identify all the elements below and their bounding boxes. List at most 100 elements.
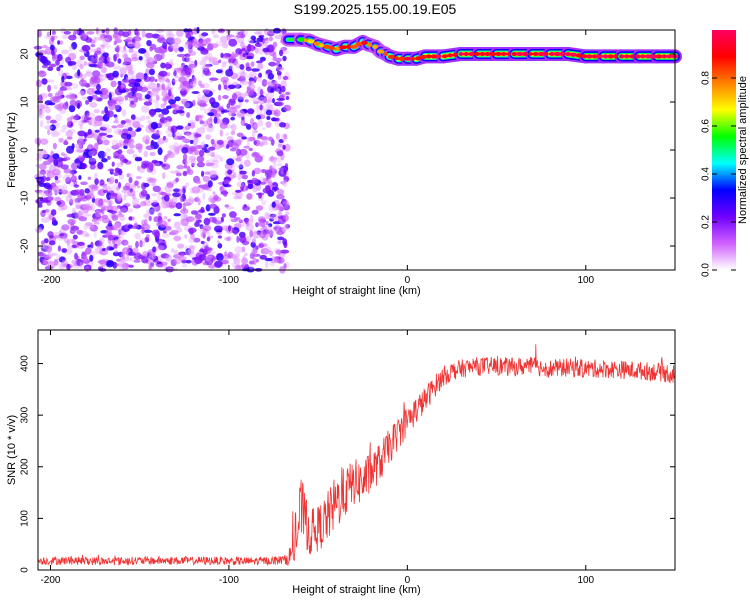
noise-speck <box>78 91 87 95</box>
noise-speck <box>106 110 114 117</box>
y-tick-label: 20 <box>20 48 31 60</box>
y-tick-label: -10 <box>20 190 31 205</box>
ridge-bead <box>388 55 395 59</box>
noise-speck <box>209 204 217 209</box>
noise-speck <box>134 180 139 186</box>
noise-speck <box>159 71 168 77</box>
noise-speck <box>143 151 148 158</box>
noise-speck <box>122 54 129 59</box>
noise-speck <box>273 42 278 48</box>
noise-speck <box>113 244 117 249</box>
ridge-bead <box>668 54 671 58</box>
noise-speck <box>140 115 145 121</box>
ridge-bead <box>304 38 308 42</box>
noise-speck <box>162 83 166 90</box>
noise-speck <box>77 242 85 246</box>
colorbar-tick-label: 0.6 <box>701 119 712 133</box>
noise-speck <box>285 211 289 215</box>
noise-speck <box>214 154 222 159</box>
noise-speck <box>204 56 208 60</box>
noise-speck <box>145 116 150 120</box>
noise-speck <box>82 74 87 79</box>
noise-speck <box>224 251 227 256</box>
noise-speck <box>194 132 199 138</box>
noise-speck <box>208 180 213 187</box>
ridge-bead <box>580 54 587 58</box>
noise-speck <box>225 226 228 233</box>
noise-speck <box>64 82 72 87</box>
noise-speck <box>38 71 47 78</box>
noise-speck <box>134 82 141 87</box>
ridge-bead <box>587 54 592 58</box>
noise-speck <box>199 150 204 157</box>
noise-speck <box>85 247 91 254</box>
noise-speck <box>259 231 266 239</box>
noise-speck <box>246 236 251 242</box>
noise-speck <box>127 73 135 77</box>
noise-speck <box>236 165 244 168</box>
noise-speck <box>47 170 51 174</box>
noise-speck <box>82 255 86 262</box>
noise-speck <box>283 105 291 112</box>
noise-speck <box>266 100 273 103</box>
noise-speck <box>190 81 197 87</box>
noise-speck <box>282 201 289 206</box>
noise-speck <box>121 50 127 54</box>
noise-speck <box>72 245 78 248</box>
noise-speck <box>200 120 205 124</box>
colorbar-tick-label: 0.8 <box>701 71 712 85</box>
noise-speck <box>179 189 184 195</box>
noise-speck <box>63 102 69 109</box>
noise-speck <box>144 230 153 233</box>
noise-speck <box>178 164 182 169</box>
y-tick-label: 300 <box>20 406 31 423</box>
snr-series-line <box>38 344 675 566</box>
noise-speck <box>198 198 201 205</box>
noise-speck <box>258 73 262 78</box>
noise-speck <box>86 31 94 35</box>
noise-speck <box>135 233 141 240</box>
noise-speck <box>141 163 147 168</box>
noise-speck <box>185 133 191 136</box>
noise-speck <box>251 248 259 255</box>
noise-speck <box>114 223 122 230</box>
noise-speck <box>174 132 183 139</box>
noise-speck <box>195 115 204 118</box>
noise-speck <box>145 33 153 39</box>
noise-speck <box>186 260 192 264</box>
noise-speck <box>182 185 187 188</box>
noise-speck <box>251 97 259 102</box>
noise-speck <box>142 135 150 143</box>
noise-speck <box>204 89 209 94</box>
noise-speck <box>94 231 97 238</box>
noise-speck <box>176 202 183 209</box>
noise-speck <box>55 114 62 122</box>
noise-speck <box>87 245 91 248</box>
noise-speck <box>115 179 118 184</box>
noise-speck <box>283 224 288 231</box>
noise-speck <box>265 121 271 128</box>
noise-speck <box>82 45 91 51</box>
noise-speck <box>227 34 231 41</box>
noise-speck <box>52 31 56 35</box>
noise-speck <box>127 149 135 154</box>
noise-speck <box>206 150 214 156</box>
noise-speck <box>142 251 148 257</box>
noise-speck <box>197 156 205 163</box>
noise-speck <box>46 119 49 124</box>
noise-speck <box>150 181 156 186</box>
noise-speck <box>152 56 157 64</box>
noise-speck <box>214 226 223 233</box>
noise-speck <box>231 52 235 60</box>
noise-speck <box>249 83 255 91</box>
y-tick-label: 100 <box>20 510 31 527</box>
noise-speck <box>78 175 81 180</box>
noise-speck <box>175 178 179 183</box>
noise-speck <box>229 217 236 221</box>
noise-speck <box>72 170 75 176</box>
noise-speck <box>55 176 59 180</box>
noise-speck <box>183 204 186 212</box>
ridge-bead <box>630 54 634 58</box>
noise-speck <box>90 164 96 169</box>
noise-speck <box>114 41 117 46</box>
